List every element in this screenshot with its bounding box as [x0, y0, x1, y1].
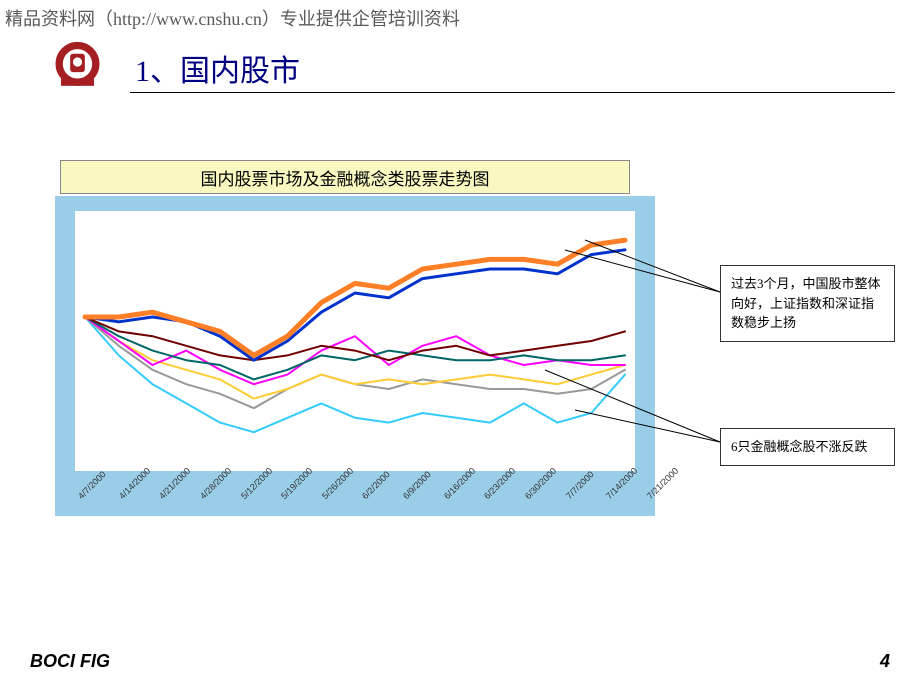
x-tick-label: 7/7/2000 [564, 469, 596, 501]
x-tick-label: 6/16/2000 [442, 466, 477, 501]
series-sh_index [85, 240, 625, 355]
x-tick-label: 6/23/2000 [482, 466, 517, 501]
x-tick-label: 4/7/2000 [76, 469, 108, 501]
annotation-top: 过去3个月，中国股市整体向好，上证指数和深证指数稳步上扬 [720, 265, 895, 342]
slide-header: 1、国内股市 [50, 40, 890, 95]
x-tick-label: 6/30/2000 [523, 466, 558, 501]
x-axis-labels: 4/7/2000 4/14/20004/21/20004/28/20005/12/… [68, 466, 658, 526]
watermark-text: 精品资料网（http://www.cnshu.cn）专业提供企管培训资料 [5, 5, 460, 31]
x-tick-label: 5/26/2000 [320, 466, 355, 501]
x-tick-label: 5/12/2000 [239, 466, 274, 501]
x-tick-label: 6/2/2000 [360, 469, 392, 501]
title-underline [130, 92, 895, 93]
series-sz_index [85, 250, 625, 360]
line-chart-svg [75, 211, 635, 471]
footer-left: BOCI FIG [30, 651, 110, 672]
x-tick-label: 4/14/2000 [117, 466, 152, 501]
slide-title: 1、国内股市 [135, 46, 300, 90]
x-tick-label: 7/14/2000 [604, 466, 639, 501]
x-tick-label: 4/21/2000 [157, 466, 192, 501]
chart-title-box: 国内股票市场及金融概念类股票走势图 [60, 160, 630, 194]
x-tick-label: 4/28/2000 [198, 466, 233, 501]
x-tick-label: 6/9/2000 [401, 469, 433, 501]
logo-icon [50, 40, 105, 95]
annotation-bottom: 6只金融概念股不涨反跌 [720, 428, 895, 466]
chart-plot-area [75, 211, 635, 471]
x-tick-label: 7/21/2000 [645, 466, 680, 501]
footer-page-number: 4 [880, 651, 890, 672]
x-tick-label: 5/19/2000 [279, 466, 314, 501]
